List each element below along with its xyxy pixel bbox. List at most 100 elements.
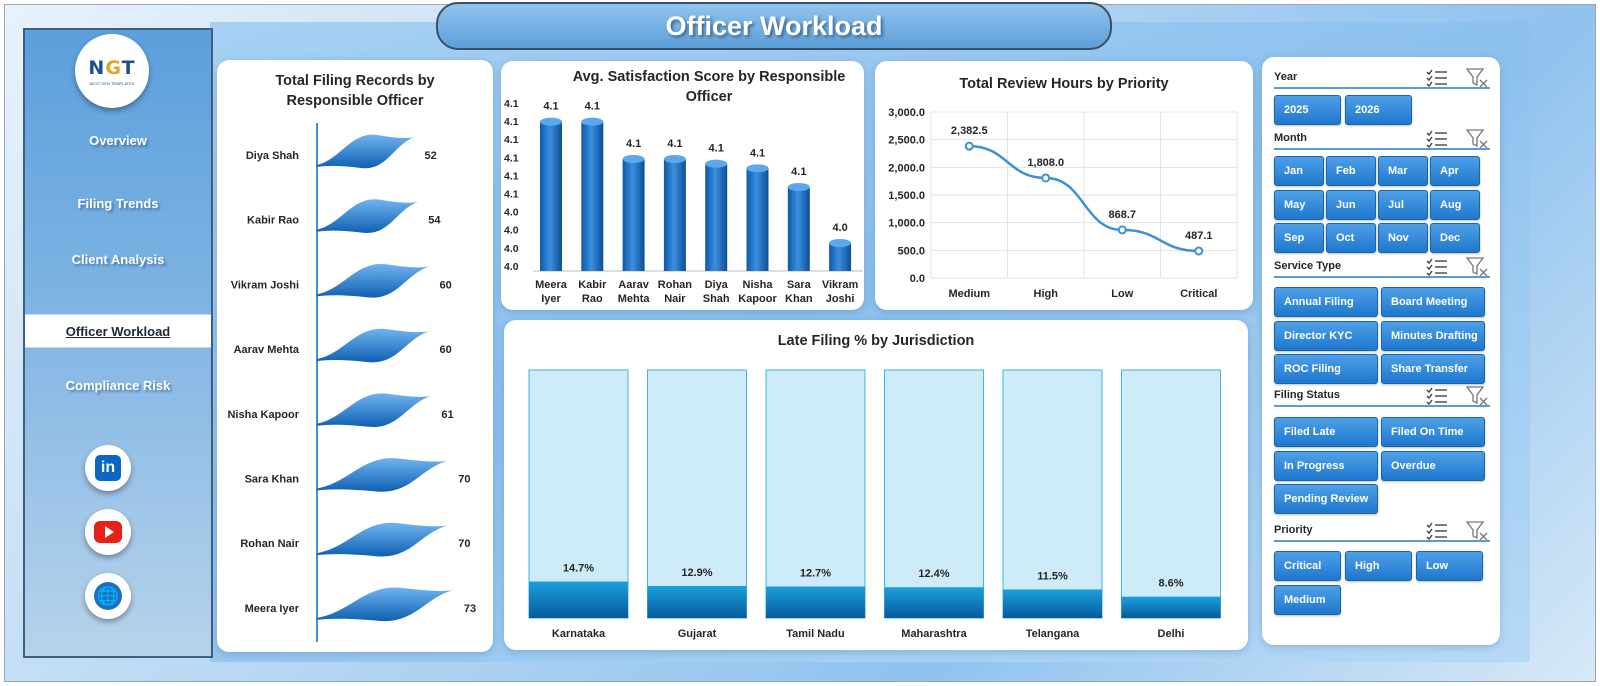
officer-label: Nisha Kapoor bbox=[227, 409, 299, 421]
clear-filter-icon[interactable] bbox=[1465, 129, 1488, 154]
filing-records-title-line2: Responsible Officer bbox=[286, 93, 424, 109]
slicer-status-overdue[interactable]: Overdue bbox=[1381, 450, 1485, 481]
website-button[interactable]: 🌐 bbox=[85, 573, 131, 619]
satisfaction-bar bbox=[540, 121, 562, 271]
satisfaction-data-label: 4.1 bbox=[750, 147, 765, 159]
clear-filter-icon[interactable] bbox=[1465, 521, 1488, 546]
slicer-label-year: Year bbox=[1274, 71, 1298, 83]
review-ytick: 1,500.0 bbox=[888, 190, 925, 202]
satisfaction-bar-top bbox=[581, 117, 604, 126]
slicer-priority-low[interactable]: Low bbox=[1416, 551, 1483, 581]
satisfaction-xtick: Nisha bbox=[743, 279, 774, 291]
slicer-priority-critical[interactable]: Critical bbox=[1274, 551, 1341, 581]
satisfaction-data-label: 4.1 bbox=[709, 143, 724, 155]
satisfaction-xtick: Khan bbox=[785, 293, 813, 305]
slicer-status-filed-on-time[interactable]: Filed On Time bbox=[1381, 417, 1485, 447]
multi-select-icon[interactable] bbox=[1426, 522, 1448, 545]
late-filing-xtick: Karnataka bbox=[552, 628, 606, 640]
slicer-status-in-progress[interactable]: In Progress bbox=[1274, 450, 1378, 481]
satisfaction-xtick: Diya bbox=[705, 279, 729, 291]
slicer-service-board-meeting[interactable]: Board Meeting bbox=[1381, 287, 1485, 317]
late-filing-bar bbox=[1121, 596, 1221, 618]
filing-data-label: 70 bbox=[458, 538, 470, 550]
satisfaction-xtick: Kabir bbox=[578, 279, 607, 291]
review-data-label: 868.7 bbox=[1108, 209, 1136, 221]
linkedin-button[interactable]: in bbox=[85, 445, 131, 491]
late-filing-xtick: Tamil Nadu bbox=[786, 628, 844, 640]
multi-select-icon[interactable] bbox=[1426, 387, 1448, 410]
filing-bar bbox=[317, 587, 454, 622]
slicer-service-annual-filing[interactable]: Annual Filing bbox=[1274, 287, 1378, 317]
nav-filing-trends[interactable]: Filing Trends bbox=[77, 196, 159, 211]
late-filing-bar-bg bbox=[1002, 369, 1103, 619]
clear-filter-icon[interactable] bbox=[1465, 257, 1488, 282]
satisfaction-chart: 4.1 4.1 4.1 4.1 4.1 4.1 4.0 4.0 4.0 4.0 4.1 Meera Iy… bbox=[504, 98, 863, 305]
review-point bbox=[1041, 173, 1051, 183]
slicer-status-pending-review[interactable]: Pending Review bbox=[1274, 484, 1378, 514]
multi-select-icon[interactable] bbox=[1426, 130, 1448, 153]
late-filing-data-label: 12.9% bbox=[681, 567, 712, 579]
slicer-panel: Year 2025 2026 Month Jan Feb Mar Apr May Jun Jul Au… bbox=[1262, 57, 1500, 645]
slicer-year-2025[interactable]: 2025 bbox=[1274, 95, 1341, 125]
slicer-month-mar[interactable]: Mar bbox=[1378, 156, 1428, 186]
satisfaction-bar-top bbox=[705, 159, 728, 168]
slicer-month-aug[interactable]: Aug bbox=[1430, 189, 1480, 220]
youtube-button[interactable] bbox=[85, 509, 131, 555]
nav-overview[interactable]: Overview bbox=[89, 133, 147, 148]
slicer-month-dec[interactable]: Dec bbox=[1430, 223, 1480, 253]
satisfaction-bar bbox=[829, 243, 852, 271]
satisfaction-data-label: 4.1 bbox=[667, 138, 682, 150]
review-data-label: 1,808.0 bbox=[1027, 157, 1064, 169]
slicer-month-jun[interactable]: Jun bbox=[1326, 189, 1376, 220]
slicer-month-feb[interactable]: Feb bbox=[1326, 156, 1376, 186]
slicer-service-share-transfer[interactable]: Share Transfer bbox=[1381, 354, 1485, 384]
slicer-year-2026[interactable]: 2026 bbox=[1345, 95, 1412, 125]
slicer-month-jul[interactable]: Jul bbox=[1378, 189, 1428, 220]
linkedin-icon: in bbox=[95, 455, 121, 481]
slicer-month-may[interactable]: May bbox=[1274, 189, 1324, 220]
late-filing-bar-bg bbox=[765, 369, 866, 619]
review-ytick: 2,500.0 bbox=[888, 135, 925, 147]
nav-compliance-risk[interactable]: Compliance Risk bbox=[65, 378, 171, 393]
slicer-month-jan[interactable]: Jan bbox=[1274, 156, 1324, 186]
multi-select-icon[interactable] bbox=[1426, 69, 1448, 92]
satisfaction-bar-top bbox=[622, 155, 645, 163]
satisfaction-title-line2: Officer bbox=[685, 89, 733, 105]
slicer-service-director-kyc[interactable]: Director KYC bbox=[1274, 320, 1378, 351]
slicer-service-roc-filing[interactable]: ROC Filing bbox=[1274, 354, 1378, 384]
slicer-service-minutes-drafting[interactable]: Minutes Drafting bbox=[1381, 320, 1485, 351]
slicer-priority-medium[interactable]: Medium bbox=[1274, 584, 1341, 615]
clear-filter-icon[interactable] bbox=[1465, 68, 1488, 93]
filing-bar bbox=[317, 522, 449, 557]
satisfaction-ytick: 4.1 bbox=[504, 170, 519, 182]
nav-client-analysis[interactable]: Client Analysis bbox=[71, 252, 165, 267]
satisfaction-xtick: Kapoor bbox=[738, 293, 777, 305]
slicer-header-status: Filing Status bbox=[1274, 385, 1490, 407]
filing-data-label: 70 bbox=[458, 474, 470, 486]
slicer-month-oct[interactable]: Oct bbox=[1326, 223, 1376, 253]
satisfaction-bar bbox=[581, 121, 604, 271]
multi-select-icon[interactable] bbox=[1426, 258, 1448, 281]
filing-data-label: 60 bbox=[440, 344, 452, 356]
filing-records-chart: Diya Shah 52 Kabir Rao 54 Vikram Joshi 60 Aara… bbox=[227, 123, 476, 642]
review-xtick: Medium bbox=[948, 288, 990, 300]
satisfaction-ytick: 4.0 bbox=[504, 225, 519, 237]
slicer-month-sep[interactable]: Sep bbox=[1274, 223, 1324, 253]
nav-officer-workload[interactable]: Officer Workload bbox=[25, 314, 211, 348]
satisfaction-data-label: 4.1 bbox=[626, 138, 641, 150]
slicer-status-filed-late[interactable]: Filed Late bbox=[1274, 417, 1378, 447]
slicer-month-nov[interactable]: Nov bbox=[1378, 223, 1428, 253]
satisfaction-bar-top bbox=[663, 155, 686, 163]
late-filing-bar-bg bbox=[528, 369, 629, 619]
satisfaction-ytick: 4.0 bbox=[504, 261, 519, 273]
filing-data-label: 54 bbox=[428, 215, 441, 227]
satisfaction-bar-top bbox=[829, 239, 852, 247]
slicer-month-apr[interactable]: Apr bbox=[1430, 156, 1480, 186]
review-xtick: Low bbox=[1111, 288, 1133, 300]
slicer-priority-high[interactable]: High bbox=[1345, 551, 1412, 581]
late-filing-bar-bg bbox=[1121, 369, 1221, 619]
slicer-label-status: Filing Status bbox=[1274, 389, 1340, 401]
satisfaction-ytick: 4.0 bbox=[504, 207, 519, 219]
clear-filter-icon[interactable] bbox=[1465, 386, 1488, 411]
review-point bbox=[1117, 225, 1127, 235]
